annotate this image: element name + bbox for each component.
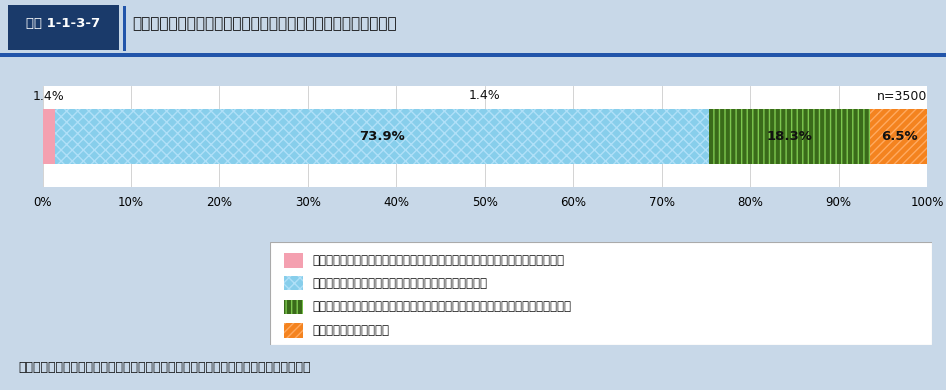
- Bar: [284, 276, 303, 291]
- Text: 6.5%: 6.5%: [881, 130, 918, 143]
- Bar: [284, 276, 303, 291]
- Text: 図表 1-1-3-7: 図表 1-1-3-7: [26, 17, 100, 30]
- Text: 18.3%: 18.3%: [766, 130, 813, 143]
- Text: 感染拡大前と比べて、通院する頻度を多くしていた（通院間隔を短くしていた）: 感染拡大前と比べて、通院する頻度を多くしていた（通院間隔を短くしていた）: [312, 254, 565, 267]
- Bar: [8, 5, 119, 50]
- Text: 1.4%: 1.4%: [469, 89, 500, 102]
- Bar: [870, 108, 928, 165]
- Text: 通院するのをやめていた: 通院するのをやめていた: [312, 324, 390, 337]
- Text: 73.9%: 73.9%: [359, 130, 405, 143]
- Text: 感染拡大以前と比べて、通院する頻度は変わらなかった: 感染拡大以前と比べて、通院する頻度は変わらなかった: [312, 277, 487, 290]
- Text: 持病を有している者の新型コロナ感染拡大前後の通院頻度の変化: 持病を有している者の新型コロナ感染拡大前後の通院頻度の変化: [132, 16, 397, 31]
- Bar: [284, 253, 303, 268]
- Bar: [284, 300, 303, 314]
- Bar: [709, 108, 870, 165]
- Bar: [284, 323, 303, 338]
- Bar: [123, 5, 126, 51]
- Text: 1.4%: 1.4%: [33, 90, 64, 103]
- Bar: [870, 108, 928, 165]
- Bar: [0, 53, 946, 57]
- Bar: [709, 108, 870, 165]
- Bar: [55, 108, 709, 165]
- Bar: [43, 108, 55, 165]
- Text: n=3500: n=3500: [877, 90, 927, 103]
- Bar: [55, 108, 709, 165]
- Bar: [284, 323, 303, 338]
- Text: 感染拡大前と比べて、通院する頻度を少なくしていた（通院間隔を長くしていた）: 感染拡大前と比べて、通院する頻度を少なくしていた（通院間隔を長くしていた）: [312, 300, 571, 314]
- Text: 資料：健康保険組合連合会「新型コロナウイルス感染症拡大期における受診意識調査」: 資料：健康保険組合連合会「新型コロナウイルス感染症拡大期における受診意識調査」: [19, 361, 311, 374]
- Bar: [284, 300, 303, 314]
